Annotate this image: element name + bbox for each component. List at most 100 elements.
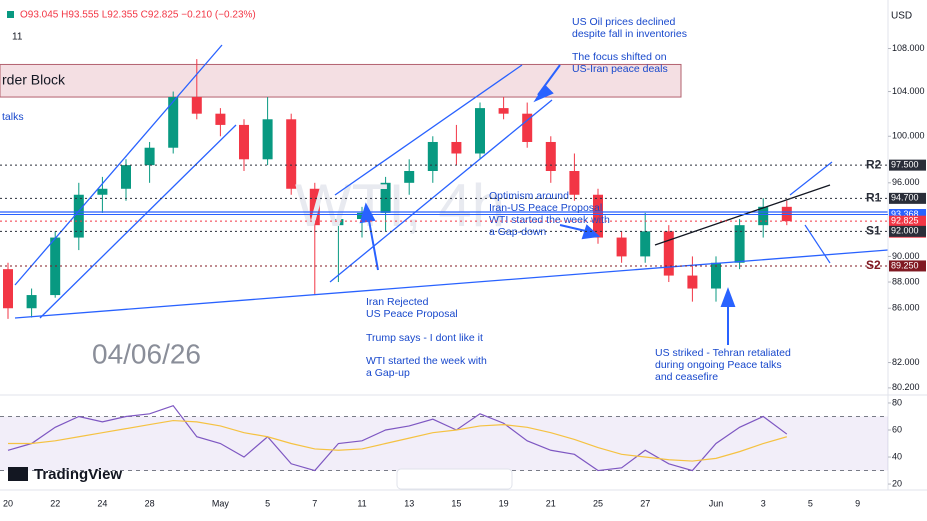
candle-body	[522, 113, 533, 142]
candle-body	[593, 194, 603, 238]
y-tick-label: 80	[892, 397, 902, 407]
brand-logo	[8, 467, 28, 481]
annotation: US Oil prices declined	[572, 16, 675, 28]
candle-body	[687, 275, 698, 289]
candle-body	[144, 147, 155, 166]
price-label-box	[889, 225, 926, 237]
price-label: 94.700	[891, 193, 919, 203]
annotation: US Peace Proposal	[366, 308, 458, 320]
y-tick-label: 88.000	[892, 276, 920, 286]
annotations: US Oil prices declined despite fall in i…	[2, 16, 791, 383]
zone-label: rder Block	[2, 71, 66, 87]
date-stamp: 04/06/26	[92, 338, 201, 369]
candle-body	[73, 194, 84, 238]
x-tick-label: Jun	[709, 498, 724, 508]
price-label-box	[889, 260, 926, 272]
price-label-box	[889, 209, 926, 221]
level-name: S1	[866, 224, 881, 238]
indicator-toggle[interactable]: 11	[12, 32, 23, 43]
candle-body	[239, 124, 249, 160]
annotation: Iran Rejected	[366, 296, 429, 308]
y-tick-label: 60	[892, 424, 902, 434]
x-tick-label: 5	[808, 498, 813, 508]
x-tick-label: 15	[451, 498, 461, 508]
brand: TradingView	[34, 466, 122, 483]
rsi-line	[8, 419, 787, 462]
price-label: 97.500	[891, 160, 919, 170]
y-tick-label: 86.000	[892, 303, 920, 313]
arrows	[359, 64, 833, 345]
x-tick-label: 28	[145, 498, 155, 508]
x-tick-label: 7	[312, 498, 317, 508]
x-tick-label: 19	[499, 498, 509, 508]
x-tick-label: 25	[593, 498, 603, 508]
price-label-box	[889, 159, 926, 171]
annotation: despite fall in inventories	[572, 28, 687, 40]
annotation: talks	[2, 111, 24, 123]
x-tick-label: 21	[546, 498, 556, 508]
y-tick-label: 96.000	[892, 177, 920, 187]
price-label-box	[889, 192, 926, 204]
candle-body	[191, 97, 202, 114]
candle-body	[734, 225, 745, 263]
annotation: Optimism around	[489, 190, 569, 202]
y-tick-label: 20	[892, 478, 902, 488]
annotation: WTI started the week with	[489, 214, 610, 226]
candle-body	[616, 237, 627, 257]
candle-body	[451, 141, 462, 154]
candle-body	[121, 165, 131, 189]
x-tick-label: May	[212, 498, 230, 508]
candle-body	[215, 113, 226, 125]
rsi-line	[7, 404, 788, 472]
annotation: US striked - Tehran retaliated	[655, 347, 791, 359]
status-dot	[7, 11, 14, 18]
x-tick-label: 11	[357, 498, 366, 508]
rsi-panel	[0, 404, 888, 472]
currency[interactable]: USD	[891, 11, 912, 22]
candle-body	[97, 188, 108, 195]
price-label: 92.000	[891, 226, 919, 236]
nav-buttons	[396, 468, 513, 490]
watermark: WTI, 4h	[295, 172, 505, 239]
candle-body	[26, 295, 37, 309]
annotation: during ongoing Peace talks	[655, 359, 782, 371]
y-tick-label: 104.000	[892, 86, 925, 96]
candle-body	[758, 206, 769, 226]
annotation: and ceasefire	[655, 371, 718, 383]
y-tick-label: 100.000	[892, 131, 925, 141]
price-label: 89.250	[891, 260, 919, 270]
ohlc-legend: O93.045 H93.555 L92.355 C92.825 −0.210 (…	[20, 10, 256, 21]
annotation: WTI started the week with	[366, 355, 487, 367]
candle-body	[640, 231, 651, 257]
x-tick-label: 3	[761, 498, 766, 508]
candle-body	[427, 141, 438, 171]
annotation: Iran-US Peace Proposal	[489, 202, 602, 214]
price-label: 92.825	[891, 216, 919, 226]
price-label: 93.368	[891, 209, 919, 219]
candle-body	[498, 108, 509, 114]
annotation: a Gap-up	[366, 367, 410, 379]
x-tick-label: 5	[265, 498, 270, 508]
annotation: a Gap-down	[489, 226, 546, 238]
nav-bar[interactable]	[396, 468, 513, 490]
candle-body	[3, 269, 13, 309]
candle-body	[309, 188, 320, 226]
order-block	[0, 63, 682, 98]
annotation: US-Iran peace deals	[572, 63, 668, 75]
candle-body	[569, 170, 580, 195]
annotation: Trump says - I dont like it	[366, 332, 483, 344]
y-tick-label: 90.000	[892, 251, 920, 261]
x-tick-label: 13	[404, 498, 414, 508]
level-name: R1	[866, 191, 882, 205]
annotation: The focus shifted on	[572, 51, 667, 63]
y-tick-label: 108.000	[892, 43, 925, 53]
level-name: R2	[866, 157, 882, 171]
candle-body	[262, 119, 273, 160]
rsi-band	[0, 416, 888, 471]
candle-body	[475, 108, 485, 154]
y-tick-label: 80.200	[892, 382, 920, 392]
y-tick-label: 40	[892, 451, 902, 461]
trend-lines	[0, 44, 889, 319]
candle-body	[380, 182, 391, 213]
